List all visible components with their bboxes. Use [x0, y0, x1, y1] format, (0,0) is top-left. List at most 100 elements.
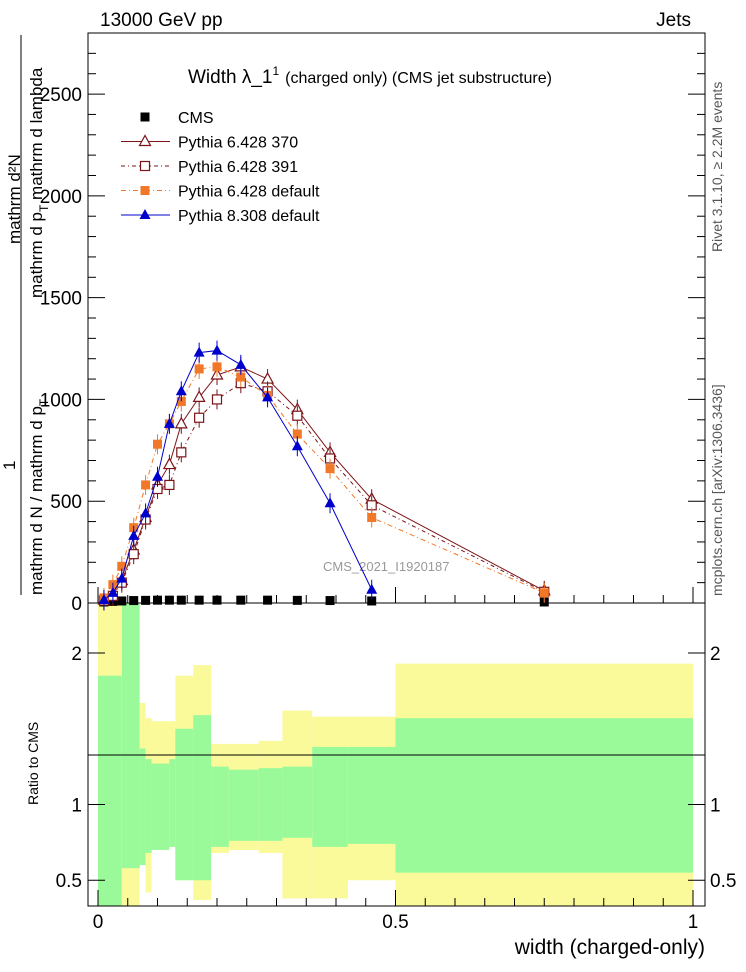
data-point [107, 586, 119, 597]
y-tick-label: 500 [50, 492, 82, 513]
data-point [194, 412, 205, 423]
data-point [117, 561, 127, 571]
y-axis-label: mathrm d²N mathrm d pT mathrm d lambda 1… [0, 35, 51, 595]
legend-label: Pythia 6.428 391 [178, 159, 298, 176]
data-point [141, 595, 151, 605]
data-point [164, 479, 175, 491]
data-point [128, 549, 139, 560]
x-tick-label: 0 [93, 912, 104, 933]
mcplots-label: mcplots.cern.ch [arXiv:1306.3436] [709, 384, 725, 596]
data-point [141, 480, 151, 490]
stat-band-bin [282, 766, 313, 838]
data-point [367, 596, 377, 606]
data-point [292, 429, 302, 439]
stat-band-bin [175, 728, 194, 881]
ylabel-denominator: mathrm d N / mathrm d pT [27, 398, 51, 595]
data-point [175, 385, 187, 396]
data-point [129, 596, 139, 606]
process-label: 13000 GeV pp [100, 10, 223, 31]
data-point [211, 394, 223, 405]
data-point [194, 364, 204, 374]
title-sup: 1 [272, 64, 279, 78]
title-main: Width λ_1 [188, 67, 272, 88]
ratio-y-tick-label: 0.5 [56, 871, 82, 892]
stat-band-bin [228, 769, 259, 841]
data-point [211, 344, 223, 355]
ratio-y-tick-label-right: 0.5 [710, 871, 736, 892]
data-point [153, 439, 162, 449]
data-point [212, 362, 222, 372]
series [97, 340, 551, 611]
data-point [212, 595, 222, 605]
data-point [193, 346, 205, 357]
data-point [164, 595, 174, 605]
data-point [291, 440, 303, 451]
ylabel-line2-rest: mathrm d lambda [27, 67, 46, 205]
axes: 0 500 1000 1500 2000 2500 0.5 0.5 1 1 2 2 0 0.5 1 [40, 52, 736, 933]
stat-band-bin [258, 768, 283, 841]
data-point [325, 464, 335, 474]
data-point [116, 572, 128, 583]
data-point [539, 588, 549, 598]
ratio-y-tick-label-right: 1 [710, 795, 721, 816]
stat-band-bin [211, 766, 229, 847]
legend-marker [138, 134, 152, 147]
data-point [128, 529, 140, 540]
ratio-bands [98, 603, 693, 906]
data-point [236, 595, 246, 605]
data-point [262, 391, 274, 402]
stat-band-bin [312, 746, 348, 847]
series-0 [99, 595, 549, 607]
data-point [325, 596, 335, 606]
series-4 [98, 340, 378, 610]
data-point [236, 372, 246, 382]
legend-marker [140, 112, 150, 122]
stat-band-bin [121, 603, 140, 869]
legend: CMS Pythia 6.428 370 Pythia 6.428 391 Pythi… [121, 110, 320, 225]
legend-label: CMS [178, 110, 214, 127]
legend-label: Pythia 6.428 default [178, 184, 320, 201]
legend-marker [139, 209, 151, 219]
stat-band-bin [98, 675, 122, 906]
stat-band-bin [395, 718, 693, 873]
legend-marker [140, 186, 150, 195]
data-point [117, 596, 127, 606]
data-point [366, 583, 378, 594]
category-label: Jets [656, 10, 691, 31]
stat-band-bin [151, 763, 170, 850]
data-point [140, 507, 152, 518]
data-point [176, 595, 186, 605]
data-point [162, 457, 176, 470]
stat-band-bin [193, 715, 212, 881]
ratio-y-label: Ratio to CMS [25, 722, 41, 805]
x-tick-label: 0.5 [382, 912, 408, 933]
ylabel-numerator-1: mathrm d²N [5, 154, 24, 244]
ratio-plot-frame [87, 602, 706, 907]
series-2 [98, 373, 550, 611]
y-tick-label: 1500 [40, 289, 82, 310]
ylabel-prefix: 1 [0, 461, 19, 470]
data-point [98, 593, 110, 604]
ylabel-line2-text: mathrm d p [27, 212, 46, 298]
x-tick-label: 1 [688, 912, 699, 933]
legend-marker [139, 160, 151, 172]
title-rest: (charged only) (CMS jet substructure) [285, 70, 552, 87]
series-line [103, 366, 545, 601]
ylabel-line3-sub: T [37, 398, 51, 406]
data-point [324, 497, 336, 508]
ylabel-numerator-2: mathrm d pT mathrm d lambda [27, 67, 51, 298]
data-point [176, 396, 186, 406]
data-point [176, 447, 187, 458]
data-point [235, 358, 247, 369]
data-point [292, 410, 303, 421]
y-tick-label: 1000 [40, 390, 82, 411]
ylabel-line3-text: mathrm d N / mathrm d p [27, 406, 46, 595]
data-point [194, 595, 204, 605]
ylabel-line2-sub: T [37, 204, 51, 212]
data-point [153, 595, 162, 605]
data-point [152, 470, 163, 481]
series-line [103, 366, 545, 599]
y-tick-label: 2500 [40, 85, 82, 106]
y-tick-label: 2000 [40, 187, 82, 208]
